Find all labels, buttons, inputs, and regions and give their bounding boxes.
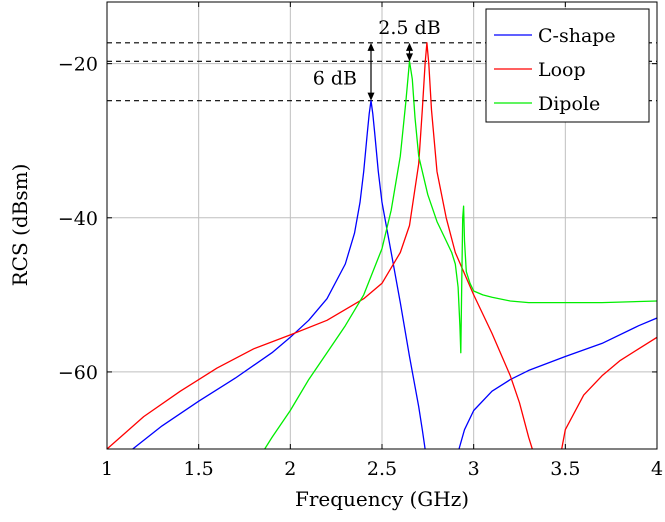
legend-label: C-shape — [538, 25, 616, 47]
ticks: 1 1.5 2 2.5 3 3.5 4 −60 −40 −20 — [58, 2, 663, 480]
x-tick-label: 1.5 — [184, 458, 214, 480]
reference-lines — [107, 42, 657, 102]
y-axis-label: RCS (dBsm) — [8, 164, 32, 287]
series-line-dipole — [264, 60, 657, 449]
x-tick-label: 3.5 — [550, 458, 580, 480]
x-tick-label: 2 — [284, 458, 296, 480]
series-line-loop — [561, 336, 657, 449]
series-line-c-shape — [132, 99, 426, 449]
arrowhead-up — [406, 42, 413, 51]
legend-label: Dipole — [538, 93, 600, 115]
x-axis-label: Frequency (GHz) — [295, 487, 469, 511]
annotation-label: 6 dB — [313, 68, 357, 90]
arrowhead-down — [406, 53, 413, 62]
legend: C-shape Loop Dipole — [485, 8, 650, 123]
x-tick-label: 4 — [651, 458, 663, 480]
legend-label: Loop — [538, 59, 586, 81]
series-line-c-shape — [458, 317, 657, 449]
y-tick-label: −20 — [58, 54, 98, 76]
annotation-label: 2.5 dB — [378, 17, 440, 39]
arrowhead-down — [367, 92, 375, 101]
x-tick-label: 3 — [468, 458, 480, 480]
x-tick-label: 1 — [101, 458, 113, 480]
x-tick-label: 2.5 — [367, 458, 397, 480]
series-group — [107, 42, 657, 449]
y-tick-label: −60 — [58, 362, 98, 384]
annotations: 6 dB 2.5 dB — [313, 17, 441, 101]
series-line-loop — [107, 42, 533, 449]
y-tick-label: −40 — [58, 208, 98, 230]
arrowhead-up — [367, 42, 375, 51]
